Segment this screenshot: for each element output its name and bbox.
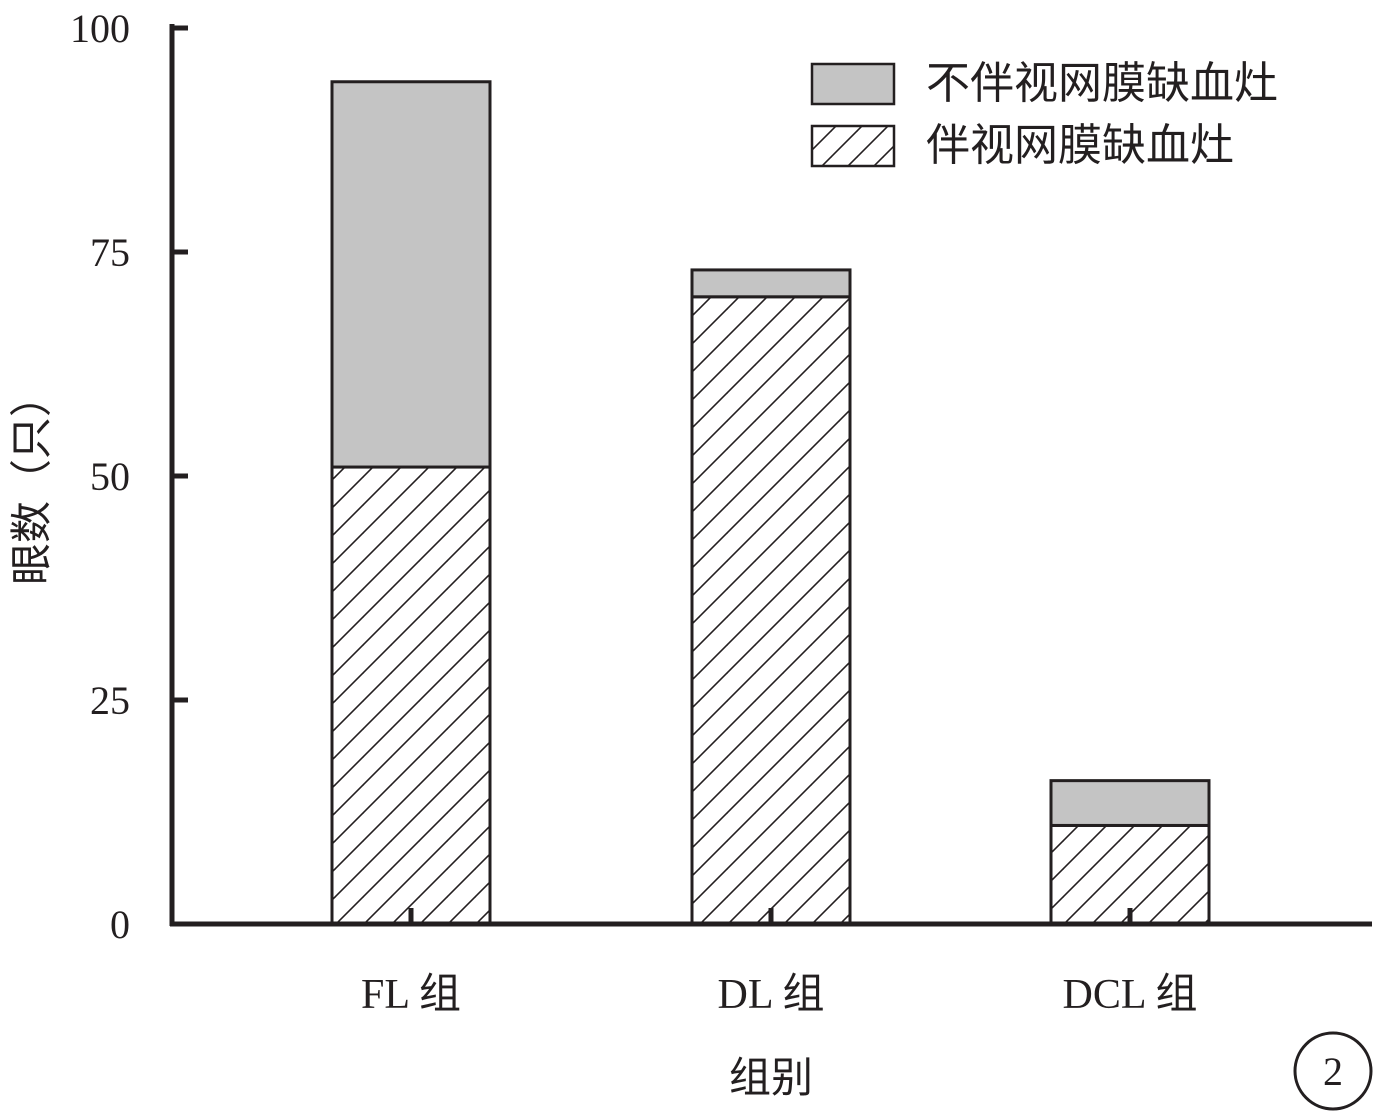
legend-label-2: 伴视网膜缺血灶 <box>926 121 1234 170</box>
legend-label-1: 不伴视网膜缺血灶 <box>926 59 1278 108</box>
y-tick-label-50: 50 <box>90 454 130 499</box>
x-ticks-group: FL 组 DL 组 DCL 组 <box>361 908 1197 1018</box>
figure-label-badge: 2 <box>1293 1031 1373 1111</box>
y-axis-title: 眼数（只） <box>10 375 56 585</box>
bar-3-series-1 <box>1049 823 1211 926</box>
y-tick-label-0: 0 <box>110 902 130 947</box>
x-axis-title: 组别 <box>729 1056 813 1102</box>
bars-group <box>330 80 1211 926</box>
y-tick-label-25: 25 <box>90 678 130 723</box>
bar-2-series-1 <box>690 295 852 926</box>
bar-1-series-2 <box>330 80 492 469</box>
bar-1-series-1 <box>330 465 492 926</box>
x-tick-label-2: DL 组 <box>718 972 825 1018</box>
legend-swatch-2 <box>810 124 896 168</box>
x-tick-label-1: FL 组 <box>361 972 461 1018</box>
y-ticks-group: 0 25 50 75 100 <box>70 6 188 947</box>
y-tick-label-75: 75 <box>90 230 130 275</box>
bar-3-series-2 <box>1049 779 1211 827</box>
legend-swatch-1 <box>810 62 896 106</box>
y-tick-label-100: 100 <box>70 6 130 51</box>
figure-label-text: 2 <box>1323 1049 1343 1094</box>
bar-2-series-2 <box>690 268 852 299</box>
x-tick-label-3: DCL 组 <box>1063 972 1198 1018</box>
figure-label-circle <box>1293 1031 1373 1111</box>
